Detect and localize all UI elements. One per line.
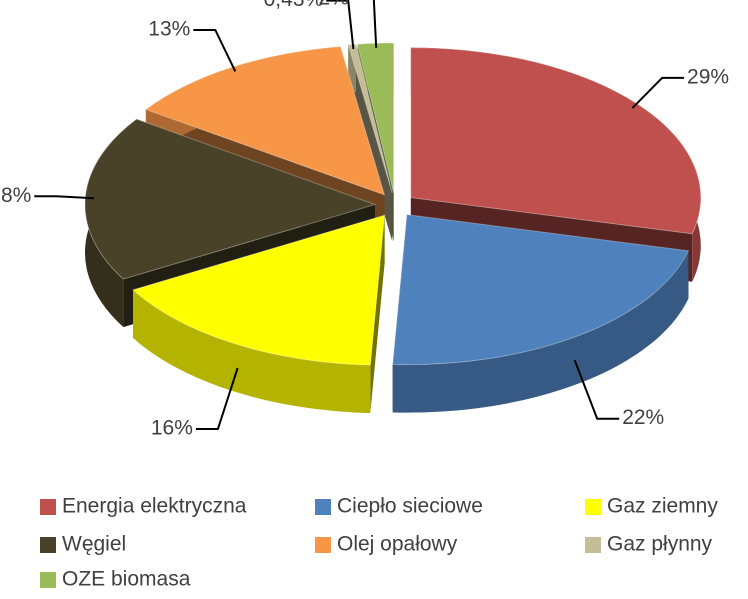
data-label: 2%	[318, 0, 348, 10]
legend-swatch	[585, 499, 601, 515]
data-label: 29%	[687, 65, 729, 88]
data-label: 18%	[0, 184, 31, 207]
leader-line	[631, 76, 685, 109]
legend-swatch	[585, 537, 601, 553]
data-label: 22%	[622, 406, 664, 429]
leader-line	[573, 359, 620, 420]
leader-line	[351, 0, 378, 48]
leader-line	[34, 195, 95, 200]
data-label: 13%	[148, 18, 190, 41]
legend-label: Gaz płynny	[607, 533, 713, 556]
legend-swatch	[40, 572, 56, 588]
legend-swatch	[40, 537, 56, 553]
data-label: 0,43%	[264, 0, 324, 11]
legend-label: Ciepło sieciowe	[337, 495, 483, 518]
slice-side	[370, 215, 385, 414]
legend-swatch	[40, 499, 56, 515]
slice	[144, 46, 386, 196]
data-label: 16%	[151, 417, 193, 440]
legend-label: OZE biomasa	[62, 568, 191, 591]
legend-swatch	[315, 537, 331, 553]
leader-line	[326, 0, 355, 50]
legend-label: Energia elektryczna	[62, 495, 247, 518]
slice	[410, 47, 702, 235]
legend-label: Węgiel	[62, 533, 126, 556]
slice	[132, 214, 386, 366]
leader-line	[195, 367, 239, 430]
slice-side	[133, 289, 371, 414]
leader-line	[193, 29, 237, 72]
slice-side	[392, 250, 689, 413]
legend-label: Olej opałowy	[337, 533, 458, 556]
legend-swatch	[315, 499, 331, 515]
slice	[392, 214, 690, 366]
legend-label: Gaz ziemny	[607, 495, 718, 518]
